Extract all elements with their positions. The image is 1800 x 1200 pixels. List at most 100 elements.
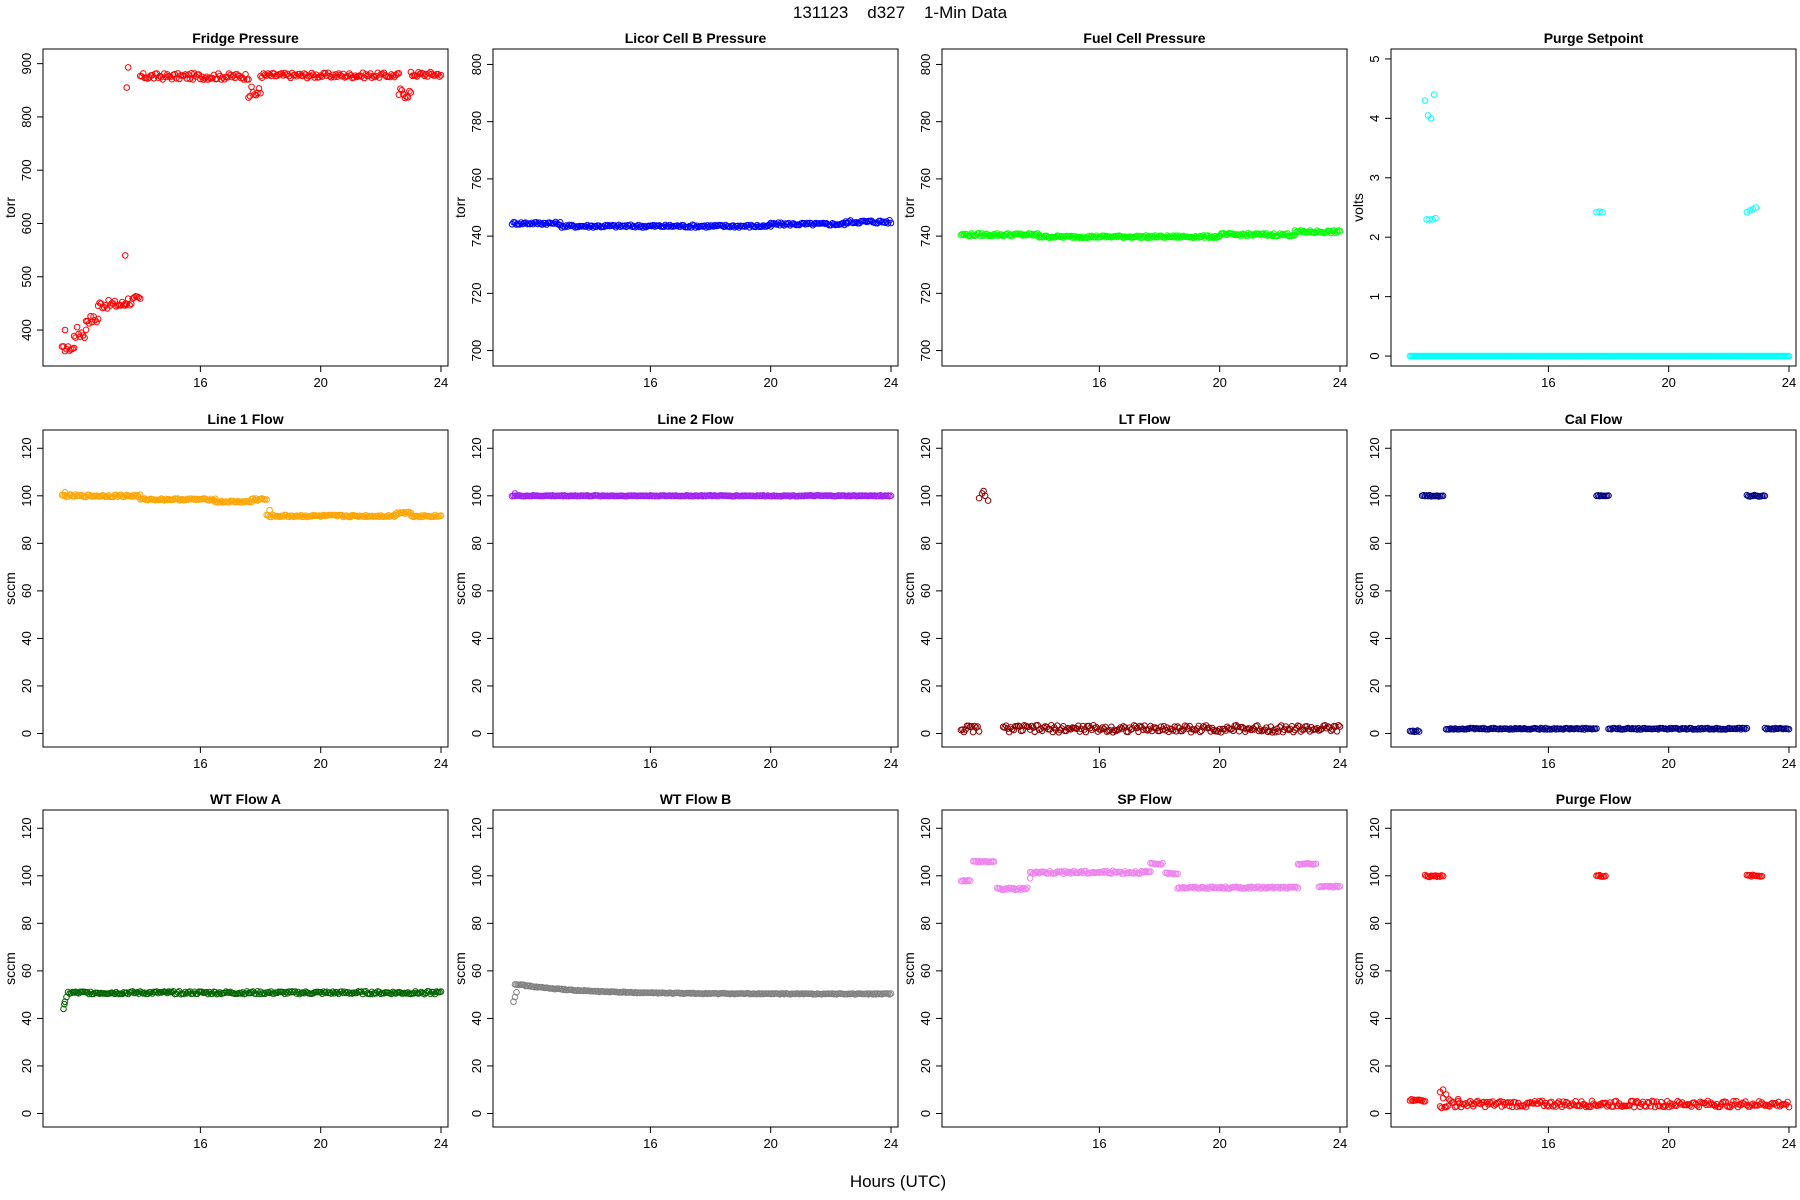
- data-point: [1665, 1103, 1672, 1111]
- data-point: [149, 71, 156, 79]
- data-point: [212, 988, 219, 996]
- y-tick-label: 20: [19, 1059, 34, 1073]
- data-point: [155, 74, 162, 81]
- data-point: [371, 73, 379, 81]
- y-tick-label: 500: [19, 266, 34, 288]
- data-point: [1087, 233, 1094, 241]
- data-point: [164, 989, 171, 997]
- plot-frame: [941, 48, 1348, 367]
- data-point: [558, 985, 566, 993]
- chart-panel: WT Flow A 0 20 40 60 80 100 120 16 20 24 sccm: [2, 791, 449, 1151]
- y-tick-label: 0: [19, 730, 34, 737]
- data-point: [63, 993, 70, 1001]
- data-point: [1506, 1102, 1513, 1110]
- data-point: [1439, 492, 1447, 500]
- data-point: [1754, 1102, 1761, 1109]
- data-point: [1336, 723, 1344, 730]
- y-tick-label: 900: [19, 53, 34, 75]
- data-point: [626, 222, 633, 230]
- data-point: [191, 70, 198, 77]
- panel-title: Purge Flow: [1556, 791, 1632, 807]
- y-tick-label: 20: [469, 679, 484, 693]
- data-point: [1264, 728, 1272, 736]
- data-point: [1414, 727, 1421, 734]
- data-point: [783, 220, 791, 228]
- data-point: [234, 497, 242, 505]
- data-point: [1465, 1099, 1472, 1106]
- data-point: [407, 89, 415, 96]
- chart-panel: Line 1 Flow 0 20 40 60 80 100 120 16 20 24 sccm: [2, 411, 449, 771]
- plot-frame: [941, 809, 1348, 1128]
- y-tick-label: 40: [469, 631, 484, 645]
- data-point: [1017, 886, 1025, 893]
- data-point: [1275, 728, 1282, 735]
- data-point: [853, 219, 860, 226]
- data-point: [1409, 1097, 1417, 1105]
- data-point: [1760, 1101, 1767, 1108]
- y-tick-label: 0: [918, 730, 933, 737]
- y-tick-label: 400: [19, 319, 34, 341]
- y-tick-label: 760: [918, 168, 933, 190]
- y-tick-label: 740: [918, 225, 933, 247]
- panel-title: Purge Setpoint: [1544, 30, 1644, 46]
- y-tick-label: 100: [469, 865, 484, 887]
- y-axis-label: sccm: [452, 952, 468, 985]
- data-point: [1728, 1101, 1736, 1109]
- data-point: [123, 84, 130, 91]
- data-point: [1163, 724, 1171, 731]
- data-point: [182, 496, 189, 504]
- data-point: [1333, 728, 1341, 735]
- data-point: [91, 316, 99, 324]
- data-point: [341, 74, 349, 81]
- data-point: [61, 326, 69, 334]
- y-tick-label: 20: [19, 679, 34, 693]
- x-tick-label: 16: [1092, 756, 1106, 771]
- data-point: [1626, 1102, 1633, 1109]
- data-point: [767, 219, 775, 227]
- data-point: [1336, 883, 1344, 890]
- data-point: [758, 223, 766, 230]
- data-point: [1041, 869, 1049, 876]
- data-point: [93, 318, 100, 326]
- x-tick-label: 16: [643, 375, 657, 390]
- data-point: [1275, 883, 1282, 891]
- data-point: [1704, 724, 1712, 732]
- data-point: [1450, 1099, 1457, 1106]
- data-point: [370, 72, 377, 80]
- data-point: [1294, 884, 1302, 892]
- data-points: [60, 988, 445, 1013]
- y-tick-label: 40: [918, 631, 933, 645]
- data-point: [1697, 1098, 1704, 1106]
- data-point: [1017, 230, 1025, 238]
- plot-frame: [1390, 429, 1797, 748]
- panel-title: Fuel Cell Pressure: [1083, 30, 1205, 46]
- data-point: [1438, 1104, 1445, 1112]
- y-tick-label: 120: [469, 817, 484, 839]
- data-point: [1070, 232, 1078, 240]
- data-point: [1195, 722, 1202, 730]
- y-tick-label: 100: [1367, 485, 1382, 507]
- data-point: [1257, 726, 1264, 733]
- data-point: [517, 219, 525, 226]
- plot-frame: [492, 809, 899, 1128]
- data-point: [1026, 874, 1034, 882]
- data-point: [845, 218, 853, 225]
- chart-panel: Purge Setpoint 0 1 2 3 4 5 16 20 24 volts: [1350, 30, 1797, 390]
- data-point: [103, 493, 111, 500]
- data-point: [221, 989, 228, 997]
- data-point: [1172, 232, 1180, 239]
- data-point: [105, 492, 112, 499]
- data-point: [1293, 883, 1300, 891]
- y-tick-label: 60: [469, 584, 484, 598]
- y-axis-label: sccm: [452, 572, 468, 605]
- x-tick-label: 16: [193, 375, 207, 390]
- x-tick-label: 16: [643, 756, 657, 771]
- x-tick-label: 24: [1333, 375, 1347, 390]
- data-point: [362, 71, 370, 78]
- y-axis-label: volts: [1350, 193, 1366, 222]
- data-point: [155, 989, 162, 997]
- data-point: [326, 72, 334, 80]
- y-tick-label: 3: [1367, 174, 1382, 181]
- x-tick-label: 20: [313, 1136, 327, 1151]
- data-point: [1079, 722, 1087, 730]
